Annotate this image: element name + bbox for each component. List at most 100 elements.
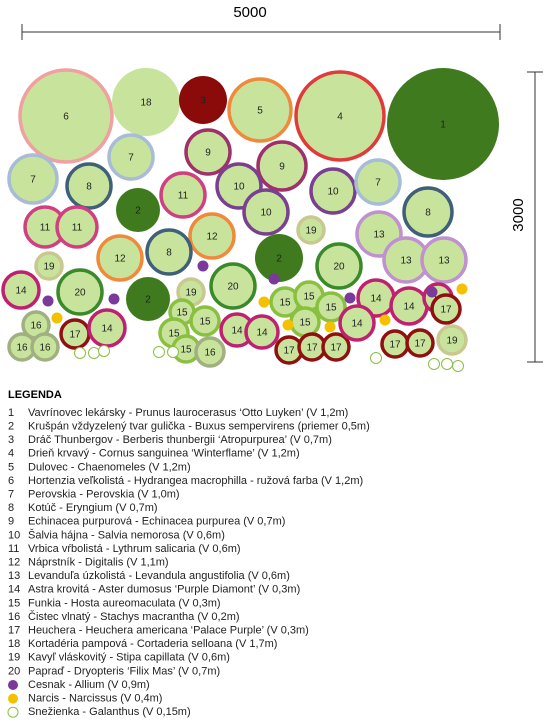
plant-label: 14 <box>256 328 268 339</box>
bulb <box>324 321 336 333</box>
plant <box>7 153 59 205</box>
plant <box>159 171 207 219</box>
plant-label: 16 <box>204 348 216 359</box>
plant <box>309 167 357 215</box>
legend-number: 10 <box>8 529 20 541</box>
plant-label: 4 <box>337 112 343 123</box>
plant <box>430 293 462 325</box>
legend-number: 7 <box>8 489 14 501</box>
plant <box>256 140 308 192</box>
plant <box>255 234 303 282</box>
plant-label: 19 <box>185 288 197 299</box>
plant-label: 15 <box>303 292 315 303</box>
plant <box>188 212 236 260</box>
plant <box>56 268 104 316</box>
legend-text: Hortenzia veľkolistá - Hydrangea macroph… <box>28 475 363 487</box>
plant-label: 15 <box>325 303 337 314</box>
plant-label: 3 <box>200 96 206 107</box>
plant-label: 18 <box>140 98 152 109</box>
plant-label: 13 <box>373 230 385 241</box>
legend-text: Papraď - Dryopteris ‘Filix Mas’ (V 0,7m) <box>28 665 220 677</box>
plant-label: 15 <box>180 345 192 356</box>
plant-label: 14 <box>351 319 363 330</box>
bulb <box>282 319 294 331</box>
plant <box>387 68 499 180</box>
plant-label: 13 <box>438 256 450 267</box>
plant-label: 14 <box>15 286 27 297</box>
plant-label: 17 <box>306 343 318 354</box>
plant-label: 12 <box>206 232 218 243</box>
bulb <box>370 352 382 364</box>
legend-text: Heuchera - Heuchera americana ‘Palace Pu… <box>28 625 309 637</box>
legend-symbol <box>7 706 19 718</box>
legend-number: 11 <box>8 543 19 555</box>
plant-label: 2 <box>276 254 282 265</box>
plant-label: 2 <box>145 295 151 306</box>
legend-text: Levanduľa úzkolistá - Levandula angustif… <box>28 570 290 582</box>
width-dimension: 5000 <box>233 4 266 21</box>
bulb <box>108 293 120 305</box>
plant-label: 10 <box>327 187 339 198</box>
plant-label: 19 <box>446 336 458 347</box>
bulb <box>344 292 356 304</box>
plant-label: 14 <box>101 324 113 335</box>
plant <box>179 76 227 124</box>
plant <box>184 128 232 176</box>
legend-number: 4 <box>8 448 14 460</box>
plant-label: 10 <box>260 208 272 219</box>
legend-number: 13 <box>8 570 20 582</box>
dimension-lines <box>21 24 543 363</box>
plant-label: 14 <box>231 326 243 337</box>
plant <box>126 277 170 321</box>
legend-text: Čistec vlnatý - Stachys macrantha (V 0,2… <box>28 610 240 623</box>
bulb <box>167 346 179 358</box>
legend-text: Funkia - Hosta aureomaculata (V 0,3m) <box>28 597 221 609</box>
plant-label: 15 <box>168 329 180 340</box>
plant <box>405 328 435 358</box>
bulb <box>98 345 110 357</box>
legend-text: Vrbica vŕbolistá - Lythrum salicaria (V … <box>28 543 241 555</box>
plant-label: 8 <box>86 182 92 193</box>
plant-label: 15 <box>299 318 311 329</box>
bulb <box>258 296 270 308</box>
bulb <box>452 360 464 372</box>
plant-label: 7 <box>375 178 381 189</box>
plant-label: 19 <box>43 262 55 273</box>
plant-label: 20 <box>227 282 239 293</box>
plant-label: 16 <box>30 321 42 332</box>
plant-label: 14 <box>370 294 382 305</box>
plant-label: 17 <box>283 346 295 357</box>
height-dimension: 3000 <box>510 198 527 231</box>
plant-label: 15 <box>176 308 188 319</box>
legend-title: LEGENDA <box>8 389 62 401</box>
plant <box>315 242 363 290</box>
plant <box>402 186 454 238</box>
plant-label: 14 <box>403 302 415 313</box>
legend-text: Perovskia - Perovskia (V 1,0m) <box>28 489 180 501</box>
legend-number: 19 <box>8 652 20 664</box>
legend-text: Dulovec - Chaenomeles (V 1,2m) <box>28 461 191 473</box>
plant-label: 5 <box>257 106 263 117</box>
plant-label: 20 <box>333 262 345 273</box>
legend-number: 16 <box>8 611 20 623</box>
plant-label: 20 <box>74 288 86 299</box>
bulb <box>456 283 468 295</box>
plant <box>244 314 280 350</box>
plant <box>294 70 386 162</box>
plant <box>194 336 226 368</box>
plant-label: 2 <box>135 206 141 217</box>
legend-text: Vavrínovec lekársky - Prunus laurocerasu… <box>28 407 348 419</box>
plant <box>1 270 41 310</box>
plant-label: 11 <box>178 191 189 202</box>
plant-label: 6 <box>63 112 69 123</box>
bulb <box>426 286 438 298</box>
plant-label: 19 <box>305 226 317 237</box>
legend-text: Náprstník - Digitalis (V 1,1m) <box>28 557 169 569</box>
legend-text: Kotúč - Eryngium (V 0,7m) <box>28 502 158 514</box>
plant <box>354 158 402 206</box>
plant <box>107 133 155 181</box>
plant-label: 17 <box>69 330 81 341</box>
bulb <box>379 314 391 326</box>
bulb <box>268 273 280 285</box>
